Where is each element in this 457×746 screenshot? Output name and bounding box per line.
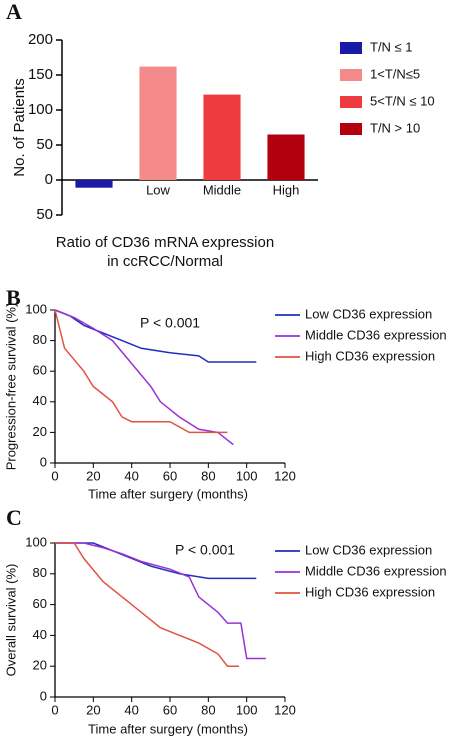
y-tick-label: 20 <box>33 424 47 439</box>
y-tick-label: 200 <box>28 31 53 48</box>
survival-line <box>55 542 266 660</box>
x-tick-label: 20 <box>86 468 100 483</box>
bar <box>75 180 113 188</box>
x-tick-label: High <box>273 182 300 197</box>
x-tick-label: 0 <box>51 702 58 717</box>
x-tick-label: 100 <box>236 468 258 483</box>
annotation: P < 0.001 <box>140 315 200 331</box>
x-tick-label: 0 <box>51 468 58 483</box>
legend-label: T/N ≤ 1 <box>370 39 413 54</box>
survival-line <box>55 542 239 667</box>
x-tick-label: 20 <box>86 702 100 717</box>
x-tick-label: Low <box>146 182 170 197</box>
panel-label: B <box>6 285 21 310</box>
x-axis-label: Time after surgery (months) <box>88 721 248 736</box>
y-tick-label: 60 <box>33 596 47 611</box>
x-tick-label: 40 <box>124 468 138 483</box>
y-tick-label: 150 <box>28 66 53 83</box>
panel-label: A <box>6 0 22 24</box>
y-axis-label: No. of Patients <box>11 78 28 176</box>
y-tick-label: 50 <box>36 136 53 153</box>
y-tick-label: 60 <box>33 363 47 378</box>
legend-swatch <box>340 96 362 108</box>
legend-label: High CD36 expression <box>305 584 435 599</box>
legend-swatch <box>340 69 362 81</box>
y-tick-label: 100 <box>25 534 47 549</box>
legend-swatch <box>340 123 362 135</box>
x-tick-label: 120 <box>274 702 296 717</box>
legend-swatch <box>340 42 362 54</box>
y-tick-label: 50 <box>36 206 53 223</box>
survival-line <box>54 309 257 363</box>
bar <box>139 66 177 180</box>
legend-label: Low CD36 expression <box>305 542 432 557</box>
survival-line <box>54 309 234 446</box>
legend-label: Middle CD36 expression <box>305 327 447 342</box>
bar <box>267 134 305 180</box>
y-tick-label: 0 <box>40 454 47 469</box>
y-tick-label: 0 <box>40 688 47 703</box>
y-axis-label: Progression-free survival (%) <box>3 303 18 471</box>
y-axis-label: Overall survival (%) <box>3 564 18 677</box>
y-tick-label: 100 <box>25 301 47 316</box>
legend-label: 5<T/N ≤ 10 <box>370 93 435 108</box>
y-tick-label: 80 <box>33 565 47 580</box>
bar <box>203 94 241 180</box>
legend-label: 1<T/N≤5 <box>370 66 420 81</box>
survival-line <box>54 309 228 434</box>
x-axis-label: Ratio of CD36 mRNA expression <box>56 234 274 251</box>
y-tick-label: 20 <box>33 658 47 673</box>
annotation: P < 0.001 <box>175 542 235 558</box>
x-tick-label: 60 <box>163 468 177 483</box>
x-tick-label: 80 <box>201 468 215 483</box>
x-tick-label: 100 <box>236 702 258 717</box>
x-tick-label: 60 <box>163 702 177 717</box>
y-tick-label: 80 <box>33 332 47 347</box>
legend-label: Low CD36 expression <box>305 306 432 321</box>
legend-label: T/N > 10 <box>370 120 420 135</box>
y-tick-label: 100 <box>28 101 53 118</box>
panel-label: C <box>6 505 22 530</box>
x-tick-label: 120 <box>274 468 296 483</box>
x-tick-label: 40 <box>124 702 138 717</box>
legend-label: High CD36 expression <box>305 348 435 363</box>
x-axis-label: Time after surgery (months) <box>88 486 248 501</box>
x-tick-label: 80 <box>201 702 215 717</box>
x-tick-label: Middle <box>203 182 241 197</box>
y-tick-label: 40 <box>33 627 47 642</box>
x-axis-label: in ccRCC/Normal <box>107 253 223 270</box>
y-tick-label: 40 <box>33 393 47 408</box>
legend-label: Middle CD36 expression <box>305 563 447 578</box>
y-tick-label: 0 <box>45 171 53 188</box>
